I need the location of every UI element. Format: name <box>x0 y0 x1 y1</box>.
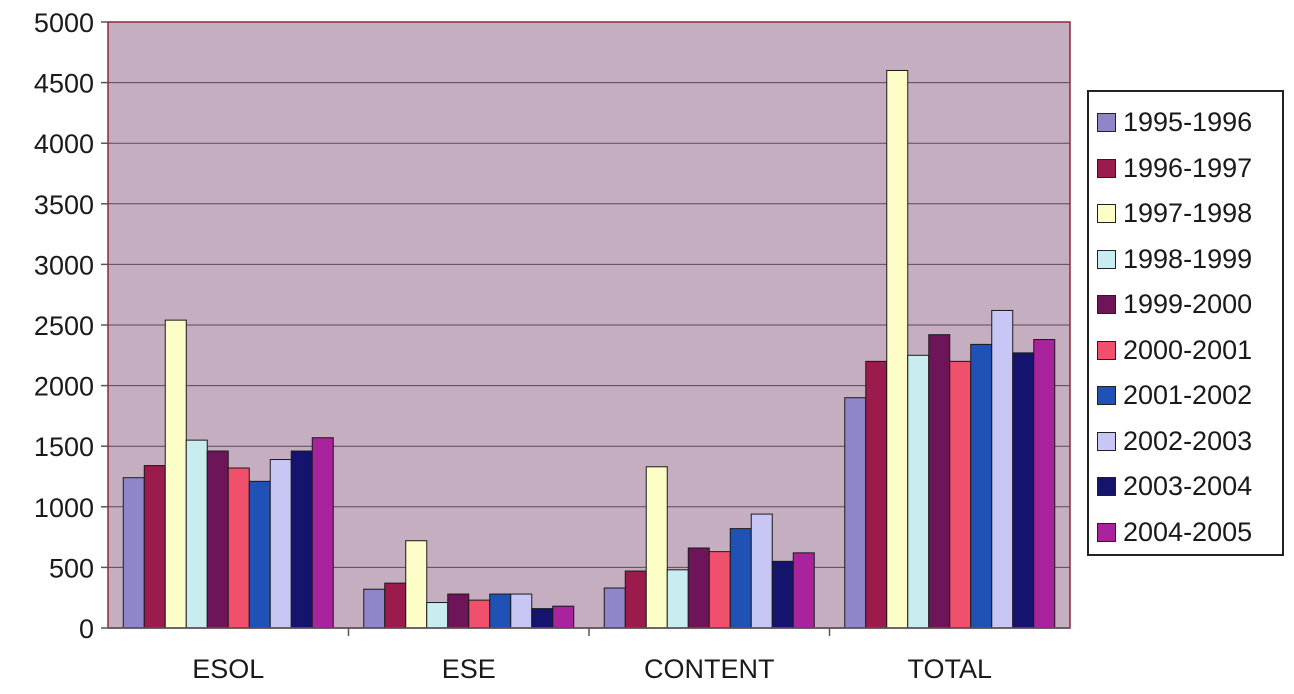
legend-swatch <box>1097 295 1116 315</box>
bar-content-2002-2003 <box>750 513 773 629</box>
bar-esol-1999-2000 <box>206 450 229 629</box>
bar-esol-2004-2005 <box>311 437 334 629</box>
bar-total-2000-2001 <box>949 360 972 629</box>
legend-label: 2002-2003 <box>1123 425 1253 456</box>
x-tick-labels: ESOL ESE CONTENT TOTAL <box>192 654 992 684</box>
bar-total-1997-1998 <box>886 69 909 629</box>
legend-swatch <box>1097 522 1116 542</box>
bar-esol-1995-1996 <box>122 477 145 629</box>
legend-label: 1997-1998 <box>1123 198 1253 229</box>
legend-swatch <box>1097 477 1116 497</box>
y-tick-label: 1500 <box>34 432 94 462</box>
bar-ese-1998-1999 <box>426 602 449 629</box>
axes <box>108 627 1070 636</box>
x-tick-label: CONTENT <box>644 654 775 684</box>
bar-total-1998-1999 <box>907 354 930 629</box>
legend-item: 1997-1998 <box>1097 191 1282 237</box>
y-tick-label: 5000 <box>34 8 94 38</box>
x-tick-label: ESE <box>442 654 496 684</box>
bar-esol-2003-2004 <box>290 450 313 629</box>
y-tick-labels: 0 500 1000 1500 2000 2500 3000 3500 4000 4500 5000 <box>34 8 108 644</box>
legend-item: 1999-2000 <box>1097 282 1282 328</box>
bar-total-2004-2005 <box>1033 339 1056 629</box>
bar-content-1995-1996 <box>603 587 626 629</box>
bar-content-2004-2005 <box>792 552 815 629</box>
bar-ese-1999-2000 <box>447 593 470 629</box>
bar-ese-1996-1997 <box>384 582 407 629</box>
bar-ese-2004-2005 <box>552 605 575 629</box>
legend-item: 2000-2001 <box>1097 328 1282 374</box>
y-tick-label: 1000 <box>34 493 94 523</box>
bar-content-2000-2001 <box>708 551 731 629</box>
bar-content-2001-2002 <box>729 528 752 629</box>
legend-swatch <box>1097 204 1116 224</box>
bar-total-1995-1996 <box>844 397 867 629</box>
legend-swatch <box>1097 113 1116 133</box>
legend-label: 1995-1996 <box>1123 107 1253 138</box>
bar-content-1996-1997 <box>624 570 647 629</box>
bar-ese-2003-2004 <box>531 608 554 629</box>
bar-esol-2001-2002 <box>248 480 271 629</box>
legend-item: 2001-2002 <box>1097 373 1282 419</box>
y-tick-label: 4500 <box>34 69 94 99</box>
bar-total-1996-1997 <box>865 360 888 629</box>
bar-ese-1997-1998 <box>405 540 428 629</box>
x-tick-label: TOTAL <box>907 654 992 684</box>
y-tick-label: 0 <box>79 614 94 644</box>
legend: 1995-1996 1996-1997 1997-1998 1998-1999 1999… <box>1087 90 1284 556</box>
legend-item: 1998-1999 <box>1097 237 1282 283</box>
legend-item: 1996-1997 <box>1097 146 1282 192</box>
legend-label: 2003-2004 <box>1123 471 1253 502</box>
y-tick-label: 2000 <box>34 372 94 402</box>
legend-item: 2002-2003 <box>1097 419 1282 465</box>
bar-esol-1997-1998 <box>164 319 187 629</box>
bar-esol-2000-2001 <box>227 467 250 629</box>
legend-label: 1999-2000 <box>1123 289 1253 320</box>
y-tick-label: 4000 <box>34 129 94 159</box>
legend-label: 2000-2001 <box>1123 334 1253 365</box>
legend-swatch <box>1097 386 1116 406</box>
legend-swatch <box>1097 249 1116 269</box>
y-tick-label: 3500 <box>34 190 94 220</box>
legend-label: 2001-2002 <box>1123 380 1253 411</box>
legend-label: 1996-1997 <box>1123 152 1253 183</box>
bar-total-2001-2002 <box>970 343 993 629</box>
bar-esol-2002-2003 <box>269 459 292 629</box>
bar-ese-2000-2001 <box>468 599 491 629</box>
legend-item: 2004-2005 <box>1097 510 1282 556</box>
legend-label: 1998-1999 <box>1123 243 1253 274</box>
legend-swatch <box>1097 431 1116 451</box>
x-tick-label: ESOL <box>192 654 264 684</box>
y-tick-label: 500 <box>49 553 94 583</box>
bar-ese-2001-2002 <box>489 593 512 629</box>
bar-esol-1998-1999 <box>185 439 208 629</box>
legend-item: 1995-1996 <box>1097 100 1282 146</box>
legend-item: 2003-2004 <box>1097 464 1282 510</box>
bar-total-2002-2003 <box>991 309 1014 629</box>
bar-content-1998-1999 <box>666 569 689 629</box>
bar-total-1999-2000 <box>928 334 951 629</box>
bar-total-2003-2004 <box>1012 352 1035 629</box>
legend-swatch <box>1097 340 1116 360</box>
bar-content-1997-1998 <box>645 466 668 629</box>
bar-ese-1995-1996 <box>363 588 386 629</box>
bar-content-1999-2000 <box>687 547 710 629</box>
bar-ese-2002-2003 <box>510 593 533 629</box>
bar-esol-1996-1997 <box>143 465 166 629</box>
legend-swatch <box>1097 158 1116 178</box>
y-tick-label: 2500 <box>34 311 94 341</box>
bars <box>122 69 1056 629</box>
legend-label: 2004-2005 <box>1123 516 1253 547</box>
y-tick-label: 3000 <box>34 250 94 280</box>
bar-content-2003-2004 <box>771 560 794 629</box>
